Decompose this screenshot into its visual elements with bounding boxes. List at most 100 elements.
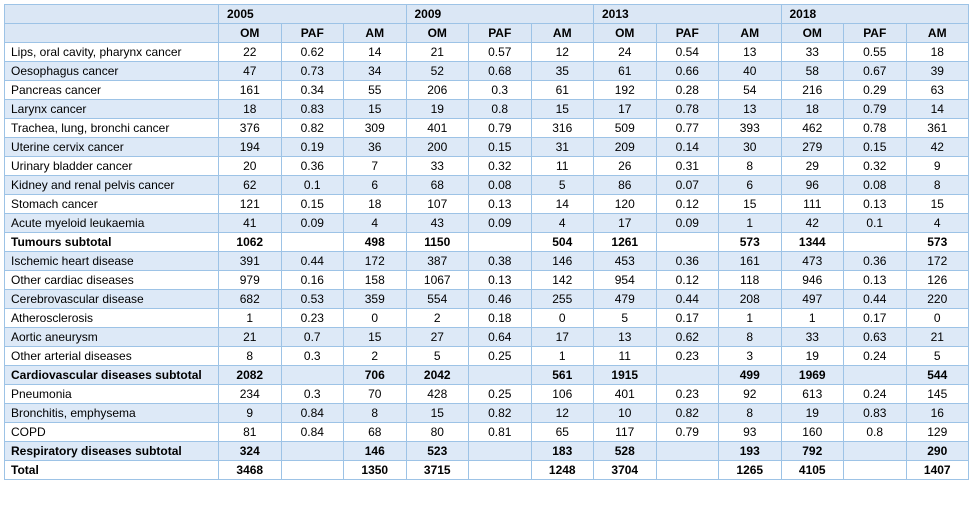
- value-cell: [468, 232, 532, 252]
- value-cell: 146: [530, 251, 594, 271]
- value-cell: 55: [343, 80, 407, 100]
- value-cell: 1: [718, 213, 782, 233]
- value-cell: 81: [218, 422, 282, 442]
- value-cell: 0.66: [655, 61, 719, 81]
- value-cell: 0.13: [468, 194, 532, 214]
- value-cell: 14: [905, 99, 969, 119]
- value-cell: 954: [593, 270, 657, 290]
- value-cell: 0.78: [655, 99, 719, 119]
- measure-header: AM: [530, 23, 594, 43]
- value-cell: 16: [905, 403, 969, 423]
- value-cell: 17: [593, 99, 657, 119]
- value-cell: 21: [218, 327, 282, 347]
- value-cell: 523: [405, 441, 469, 461]
- measure-header: OM: [780, 23, 844, 43]
- value-cell: 3715: [405, 460, 469, 480]
- value-cell: 19: [780, 403, 844, 423]
- value-cell: 33: [780, 42, 844, 62]
- value-cell: 361: [905, 118, 969, 138]
- value-cell: 0.07: [655, 175, 719, 195]
- value-cell: 18: [780, 99, 844, 119]
- value-cell: 41: [218, 213, 282, 233]
- value-cell: 0.3: [280, 346, 344, 366]
- value-cell: 0.12: [655, 270, 719, 290]
- value-cell: 206: [405, 80, 469, 100]
- row-label: Pneumonia: [4, 384, 219, 404]
- header-row: OM PAF AM OM PAF AM OM PAF AM OM PAF AM: [4, 23, 969, 43]
- value-cell: 8: [718, 403, 782, 423]
- value-cell: 1261: [593, 232, 657, 252]
- header-row: 2005 2009 2013 2018: [4, 4, 969, 24]
- value-cell: 8: [905, 175, 969, 195]
- value-cell: 0.36: [655, 251, 719, 271]
- row-label: Larynx cancer: [4, 99, 219, 119]
- value-cell: 498: [343, 232, 407, 252]
- value-cell: 561: [530, 365, 594, 385]
- value-cell: 4: [343, 213, 407, 233]
- row-label: Pancreas cancer: [4, 80, 219, 100]
- value-cell: 172: [905, 251, 969, 271]
- value-cell: 142: [530, 270, 594, 290]
- value-cell: 160: [780, 422, 844, 442]
- value-cell: 80: [405, 422, 469, 442]
- value-cell: 146: [343, 441, 407, 461]
- value-cell: 391: [218, 251, 282, 271]
- value-cell: 33: [780, 327, 844, 347]
- value-cell: 121: [218, 194, 282, 214]
- value-cell: 20: [218, 156, 282, 176]
- value-cell: 613: [780, 384, 844, 404]
- value-cell: 0.32: [843, 156, 907, 176]
- value-cell: 1265: [718, 460, 782, 480]
- value-cell: 68: [405, 175, 469, 195]
- value-cell: 70: [343, 384, 407, 404]
- value-cell: 1344: [780, 232, 844, 252]
- value-cell: 14: [343, 42, 407, 62]
- subtotal-row: Total 3468 1350 3715 1248 3704 1265 4105 1407: [4, 460, 969, 480]
- value-cell: 65: [530, 422, 594, 442]
- measure-header: AM: [343, 23, 407, 43]
- value-cell: [843, 365, 907, 385]
- row-label: Uterine cervix cancer: [4, 137, 219, 157]
- value-cell: 0.25: [468, 384, 532, 404]
- value-cell: 21: [405, 42, 469, 62]
- value-cell: 324: [218, 441, 282, 461]
- value-cell: 3704: [593, 460, 657, 480]
- value-cell: [843, 441, 907, 461]
- value-cell: 401: [405, 118, 469, 138]
- value-cell: 15: [530, 99, 594, 119]
- value-cell: 43: [405, 213, 469, 233]
- value-cell: 15: [343, 99, 407, 119]
- row-label: Oesophagus cancer: [4, 61, 219, 81]
- value-cell: 29: [780, 156, 844, 176]
- value-cell: 309: [343, 118, 407, 138]
- value-cell: 145: [905, 384, 969, 404]
- value-cell: 40: [718, 61, 782, 81]
- value-cell: 497: [780, 289, 844, 309]
- row-label: Ischemic heart disease: [4, 251, 219, 271]
- value-cell: 24: [593, 42, 657, 62]
- value-cell: 573: [905, 232, 969, 252]
- value-cell: 1062: [218, 232, 282, 252]
- value-cell: 8: [718, 327, 782, 347]
- value-cell: 0.29: [843, 80, 907, 100]
- value-cell: 19: [405, 99, 469, 119]
- value-cell: 453: [593, 251, 657, 271]
- value-cell: 2042: [405, 365, 469, 385]
- table-wrapper: 2005 2009 2013 2018 OM PAF AM OM PAF AM OM PAF AM OM P…: [4, 4, 969, 480]
- value-cell: 0.15: [468, 137, 532, 157]
- value-cell: [280, 365, 344, 385]
- value-cell: 0.23: [655, 384, 719, 404]
- value-cell: 107: [405, 194, 469, 214]
- value-cell: 0.77: [655, 118, 719, 138]
- value-cell: 0.62: [280, 42, 344, 62]
- value-cell: 86: [593, 175, 657, 195]
- value-cell: 3468: [218, 460, 282, 480]
- value-cell: [468, 365, 532, 385]
- value-cell: 21: [905, 327, 969, 347]
- value-cell: 8: [218, 346, 282, 366]
- value-cell: 12: [530, 403, 594, 423]
- corner-cell: [4, 23, 219, 43]
- value-cell: 1915: [593, 365, 657, 385]
- value-cell: 0.18: [468, 308, 532, 328]
- value-cell: 42: [780, 213, 844, 233]
